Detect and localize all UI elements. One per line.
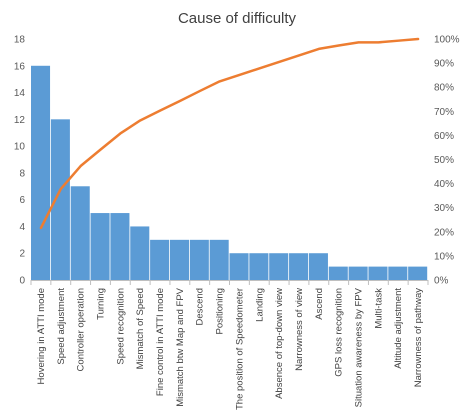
- y2-tick-label: 30%: [434, 203, 454, 214]
- bar: [209, 239, 229, 280]
- y-tick-label: 8: [19, 168, 25, 179]
- category-label: Descend: [195, 288, 206, 326]
- category-label: Landing: [254, 288, 265, 322]
- category-label: Positioning: [215, 288, 226, 334]
- category-label: Mismatch btw Map and FPV: [175, 287, 186, 406]
- category-label: Narrowness of view: [294, 288, 305, 371]
- bar: [368, 266, 388, 280]
- bar: [150, 239, 170, 280]
- bar: [249, 253, 269, 280]
- axes: [30, 280, 429, 285]
- y-tick-label: 18: [14, 35, 26, 46]
- x-axis-labels: Hovering in ATTI mode Speed adjustment Con…: [36, 287, 424, 410]
- y-tick-label: 6: [19, 195, 25, 206]
- bar: [289, 253, 309, 280]
- bar: [308, 253, 328, 280]
- bar: [269, 253, 289, 280]
- category-label: Altitude adjustment: [393, 288, 404, 369]
- bar: [348, 266, 368, 280]
- bar: [130, 226, 150, 280]
- category-label: Controller operation: [76, 288, 87, 371]
- category-label: Mismatch of Speed: [135, 288, 146, 369]
- category-label: Narrowness of pathway: [413, 288, 424, 388]
- category-label: Speed adjustment: [56, 288, 67, 365]
- y-tick-label: 14: [14, 88, 26, 99]
- bar: [31, 65, 51, 280]
- bar: [229, 253, 249, 280]
- y-tick-label: 4: [19, 222, 25, 233]
- category-label: Situation awareness by FPV: [354, 287, 365, 407]
- cumulative-line-series: [39, 37, 420, 230]
- y2-tick-label: 40%: [434, 179, 454, 190]
- bar: [388, 266, 408, 280]
- y2-tick-label: 90%: [434, 59, 454, 70]
- bar: [90, 213, 110, 280]
- bar: [70, 186, 90, 280]
- y-tick-label: 0: [19, 276, 25, 287]
- category-label: Fine control in ATTI mode: [155, 288, 166, 396]
- bar: [110, 213, 130, 280]
- category-label: Turning: [95, 288, 106, 320]
- y2-tick-label: 20%: [434, 227, 454, 238]
- chart-title: Cause of difficulty: [178, 10, 297, 27]
- y2-tick-label: 10%: [434, 251, 454, 262]
- y2-tick-label: 70%: [434, 107, 454, 118]
- cumulative-line: [39, 37, 420, 230]
- y-tick-label: 2: [19, 249, 25, 260]
- bar: [408, 266, 428, 280]
- y2-tick-label: 60%: [434, 131, 454, 142]
- bar: [189, 239, 209, 280]
- y-tick-label: 12: [14, 115, 26, 126]
- category-label: Multi-task: [373, 288, 384, 329]
- bar: [50, 119, 70, 280]
- bar: [328, 266, 348, 280]
- category-label: The position of Speedometer: [234, 288, 245, 410]
- y-tick-label: 16: [14, 61, 26, 72]
- bar: [169, 239, 189, 280]
- category-label: GPS loss recognition: [334, 288, 345, 377]
- y2-tick-label: 100%: [434, 35, 460, 46]
- bar-series: [31, 65, 428, 280]
- category-label: Hovering in ATTI mode: [36, 288, 47, 384]
- y2-tick-label: 50%: [434, 155, 454, 166]
- y-axis-left: 0 2 4 6 8 10 12 14 16 18: [14, 35, 26, 287]
- y2-tick-label: 0%: [434, 276, 449, 287]
- category-label: Absence of top-down view: [274, 288, 285, 399]
- y2-tick-label: 80%: [434, 83, 454, 94]
- y-tick-label: 10: [14, 142, 26, 153]
- category-label: Ascend: [314, 288, 325, 320]
- category-label: Speed recognition: [115, 288, 126, 365]
- y-axis-right: 0% 10% 20% 30% 40% 50% 60% 70% 80% 90% 100%: [434, 35, 460, 287]
